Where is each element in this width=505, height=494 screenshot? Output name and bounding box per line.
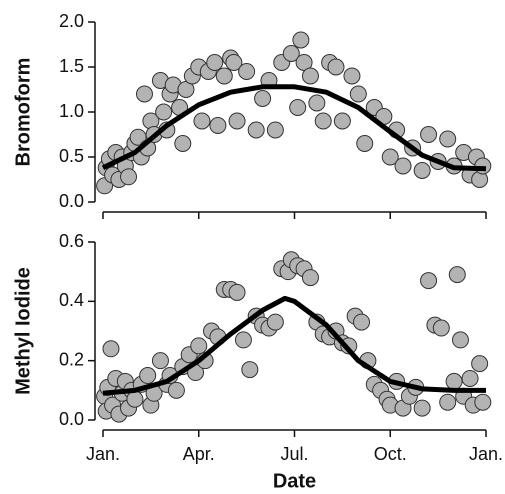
- point: [151, 352, 169, 370]
- point: [471, 355, 489, 373]
- point: [228, 112, 246, 130]
- y-tick-label: 0.2: [59, 349, 84, 369]
- point: [215, 67, 233, 85]
- point: [349, 85, 367, 103]
- point: [241, 361, 259, 379]
- point: [343, 67, 361, 85]
- point: [381, 148, 399, 166]
- point: [174, 135, 192, 152]
- x-tick-label: Apr.: [183, 444, 215, 464]
- point: [413, 162, 431, 179]
- point: [135, 85, 153, 103]
- point: [102, 340, 120, 358]
- y-tick-label: 0.0: [59, 409, 84, 429]
- point: [228, 283, 246, 301]
- fit-line: [101, 84, 487, 172]
- x-tick-label: Jan.: [469, 444, 503, 464]
- point: [356, 135, 374, 152]
- x-tick-label: Oct.: [374, 444, 407, 464]
- x-axis-label: Date: [273, 470, 316, 492]
- point: [234, 331, 252, 349]
- point: [432, 319, 450, 337]
- point: [439, 130, 457, 148]
- point: [292, 31, 310, 49]
- point: [238, 63, 256, 80]
- point: [206, 54, 224, 71]
- point: [420, 126, 438, 143]
- x-tick-label: Jan.: [86, 444, 120, 464]
- point: [394, 157, 412, 175]
- point: [190, 337, 208, 355]
- y-tick-label: 0.5: [59, 146, 84, 166]
- point: [254, 90, 272, 107]
- point: [308, 94, 326, 112]
- y-tick-label: 0.4: [59, 290, 84, 310]
- point: [448, 266, 466, 284]
- point: [209, 117, 227, 134]
- point: [266, 121, 284, 139]
- fit-line: [102, 295, 486, 396]
- point: [420, 272, 438, 290]
- point: [301, 269, 319, 287]
- y-tick-label: 1.5: [59, 56, 84, 76]
- point: [155, 103, 173, 121]
- point: [333, 112, 351, 130]
- point: [461, 369, 479, 387]
- point: [193, 112, 211, 130]
- point: [413, 399, 431, 417]
- point: [327, 58, 345, 76]
- point: [266, 313, 284, 331]
- y-axis-label: Methyl Iodide: [12, 267, 34, 395]
- y-tick-label: 2.0: [59, 11, 84, 31]
- point: [439, 393, 457, 411]
- point: [289, 99, 307, 116]
- point: [314, 112, 332, 130]
- point: [225, 54, 243, 71]
- point: [247, 121, 265, 139]
- point: [167, 381, 185, 399]
- point: [451, 331, 469, 349]
- point: [445, 372, 463, 390]
- y-tick-label: 1.0: [59, 101, 84, 121]
- y-axis-label: Bromoform: [12, 58, 34, 167]
- point: [474, 393, 492, 411]
- point: [120, 168, 138, 186]
- x-tick-label: Jul.: [280, 444, 308, 464]
- point: [282, 45, 300, 62]
- point: [139, 367, 157, 384]
- y-tick-label: 0.6: [59, 231, 84, 251]
- point: [353, 313, 371, 331]
- y-tick-label: 0.0: [59, 191, 84, 211]
- point: [126, 390, 144, 408]
- point: [301, 67, 319, 85]
